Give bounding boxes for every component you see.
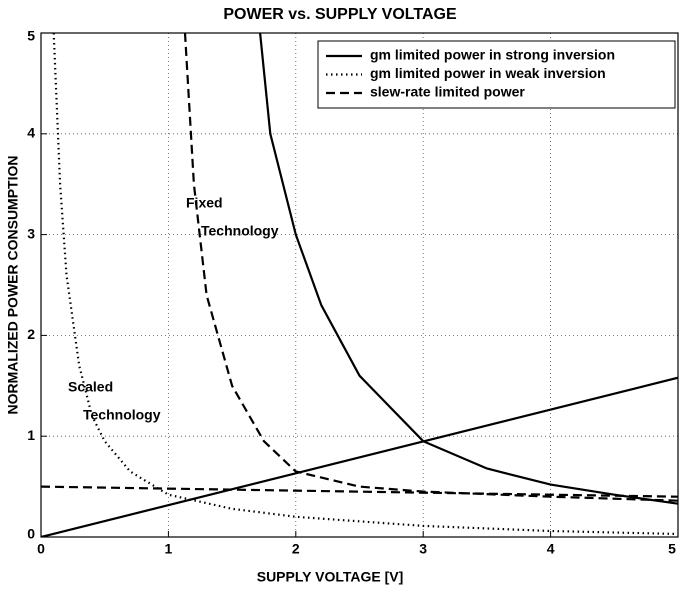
y-tick-label: 1 (27, 427, 35, 443)
annotation: Technology (201, 223, 279, 239)
legend-box (317, 40, 676, 109)
line-series (41, 33, 678, 502)
y-tick-label: 4 (27, 125, 35, 141)
line-series (41, 33, 678, 537)
line-series (52, 33, 678, 536)
x-tick-label: 4 (547, 541, 555, 557)
x-tick-label: 0 (37, 541, 45, 557)
legend-label: gm limited power in weak inversion (370, 65, 606, 81)
x-tick-label: 3 (419, 541, 427, 557)
y-axis-label: NORMALIZED POWER CONSUMPTION (5, 156, 21, 415)
x-tick-label: 2 (292, 541, 300, 557)
legend-label: gm limited power in strong inversion (370, 47, 615, 63)
x-tick-label: 5 (668, 541, 676, 557)
chart-title: POWER vs. SUPPLY VOLTAGE (223, 6, 457, 23)
plot-frame (40, 32, 679, 538)
annotation: Fixed (186, 195, 223, 211)
legend-label: slew-rate limited power (370, 84, 525, 100)
y-tick-label: 2 (27, 326, 35, 342)
y-tick-label: 5 (27, 28, 35, 44)
x-axis-label: SUPPLY VOLTAGE [V] (257, 569, 404, 585)
y-tick-label: 3 (27, 225, 35, 241)
annotation: Scaled (68, 379, 113, 395)
annotation: Technology (83, 407, 161, 423)
x-tick-label: 1 (165, 541, 173, 557)
y-tick-label: 0 (27, 526, 35, 542)
